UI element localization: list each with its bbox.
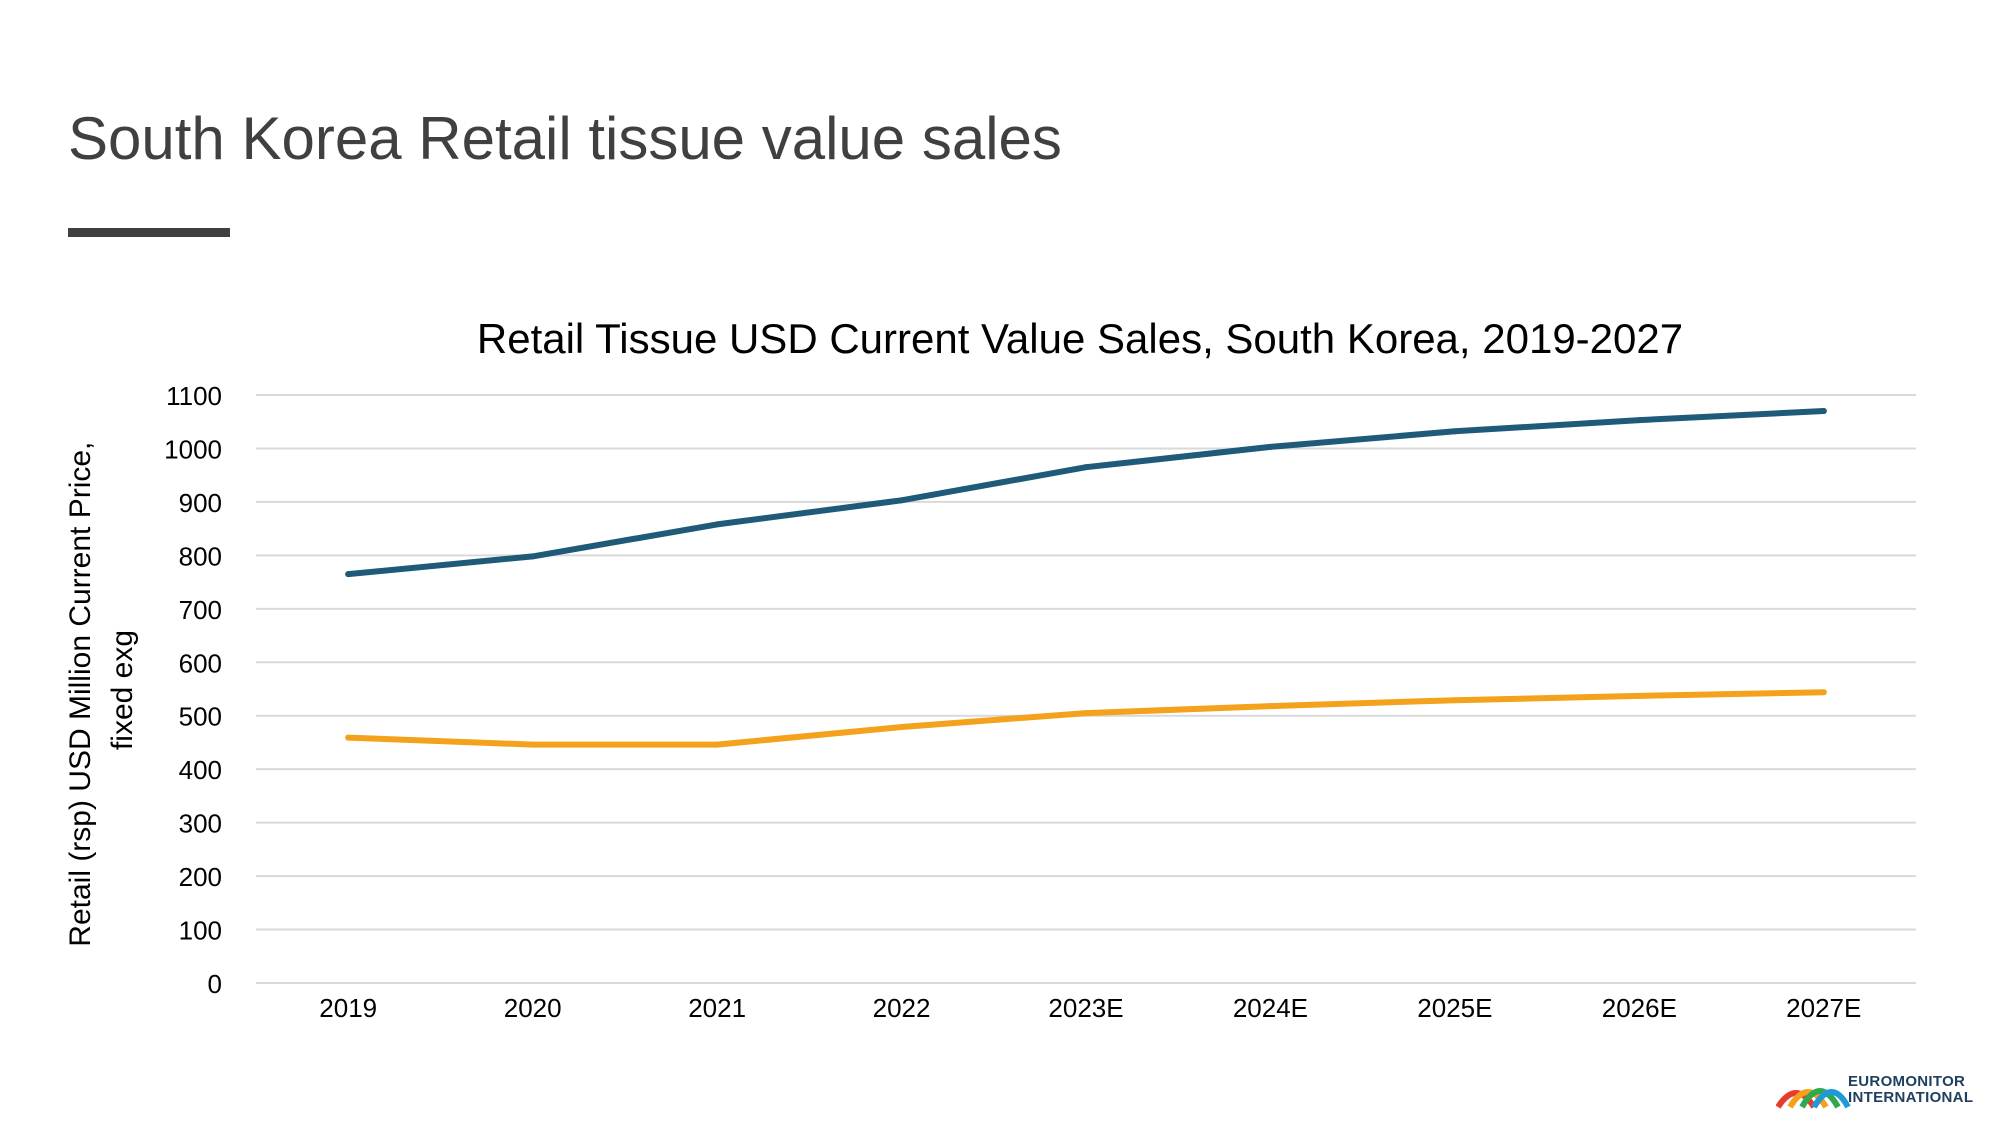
slide-title: South Korea Retail tissue value sales: [68, 105, 1062, 172]
x-tick-label: 2019: [319, 993, 377, 1023]
series-lines: [345, 408, 1827, 748]
data-point: [1636, 692, 1643, 699]
x-tick-label: 2022: [873, 993, 931, 1023]
y-axis-label: Retail (rsp) USD Million Current Price, …: [64, 433, 139, 946]
data-point: [1083, 710, 1089, 717]
x-tick-label: 2020: [504, 993, 562, 1023]
y-tick-label: 200: [179, 862, 222, 892]
y-tick-label: 500: [179, 702, 222, 732]
y-tick-label: 700: [179, 595, 222, 625]
data-point: [345, 571, 352, 578]
brand-wordmark: EUROMONITOR INTERNATIONAL: [1848, 1074, 1973, 1106]
x-tick-label: 2027E: [1786, 993, 1861, 1023]
brand-line-1: EUROMONITOR: [1848, 1073, 1966, 1090]
data-point: [1451, 428, 1458, 435]
data-point: [1820, 408, 1827, 415]
data-point: [1820, 689, 1827, 696]
y-tick-label: 0: [208, 969, 222, 999]
brand-line-2: INTERNATIONAL: [1848, 1089, 1974, 1106]
title-underline-rule: [68, 228, 230, 237]
data-point: [529, 741, 536, 748]
y-tick-label: 400: [179, 755, 222, 785]
data-point: [1267, 443, 1274, 450]
data-point: [898, 723, 905, 730]
x-tick-label: 2021: [688, 993, 746, 1023]
y-tick-label: 300: [179, 809, 222, 839]
y-tick-label: 800: [179, 541, 222, 571]
y-axis-label-line-1: Retail (rsp) USD Million Current Price,: [64, 442, 97, 947]
series-line-1: [345, 408, 1827, 578]
y-axis-label-line-2: fixed exg: [106, 630, 139, 750]
data-point: [1267, 703, 1274, 710]
chart-title: Retail Tissue USD Current Value Sales, S…: [477, 315, 1683, 362]
series-line-2: [345, 689, 1827, 748]
euromonitor-logo-icon: [1776, 1088, 1851, 1109]
x-axis-tick-labels: 2019 2020 2021 2022 2023E 2024E 2025E 2026E 2027…: [319, 993, 1861, 1023]
y-tick-label: 100: [179, 916, 222, 946]
data-point: [898, 497, 905, 504]
y-tick-label: 1100: [166, 381, 222, 411]
data-point: [1451, 697, 1458, 704]
data-point: [714, 521, 721, 528]
y-tick-label: 600: [179, 648, 222, 678]
y-axis-tick-labels: 0 100 200 300 400 500 600 700 800 900 1000 1100: [164, 381, 222, 999]
data-point: [1083, 464, 1089, 471]
x-tick-label: 2023E: [1048, 993, 1123, 1023]
data-point: [345, 734, 352, 741]
y-tick-label: 900: [179, 488, 222, 518]
x-tick-label: 2025E: [1417, 993, 1492, 1023]
x-tick-label: 2026E: [1602, 993, 1677, 1023]
data-point: [1636, 417, 1643, 424]
data-point: [529, 553, 536, 560]
x-tick-label: 2024E: [1233, 993, 1308, 1023]
y-tick-label: 1000: [164, 434, 222, 464]
data-point: [714, 741, 721, 748]
gridlines: [256, 394, 1916, 984]
